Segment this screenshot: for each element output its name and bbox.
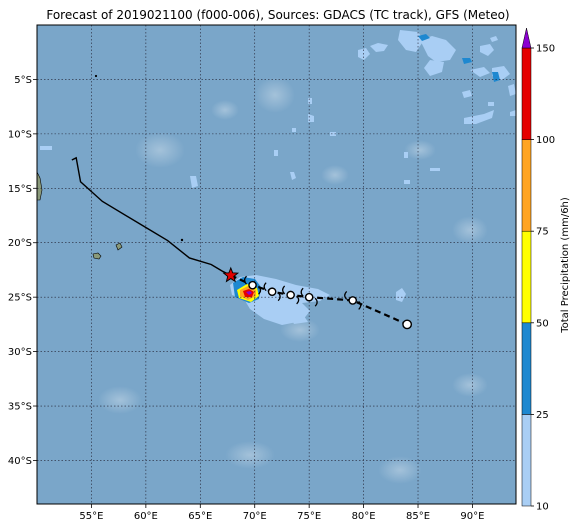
lat-tick-label: 15°S [8,184,32,195]
lon-tick-label: 85°E [406,511,430,522]
forecast-position-marker [402,319,413,330]
axis-tick-labels: 55°E 60°E 65°E 70°E 75°E 80°E 85°E 90°E 5°S 10°S 1… [8,75,485,522]
map-frame [36,24,517,505]
lat-tick-label: 35°S [8,402,32,413]
reunion-island [92,252,102,260]
heavy-precipitation [237,284,259,302]
lat-tick-label: 5°S [14,75,32,86]
colorbar-extend-arrow [521,27,532,49]
colorbar-segment [521,139,532,232]
forecast-position-marker [267,287,277,297]
past-track-line [71,156,232,277]
tromelin-island [94,74,98,78]
cyclone-symbol-arc [258,285,262,295]
colorbar-label: Total Precipitation (mm/6h) [560,197,571,334]
cyclone-symbol-arc [243,275,247,285]
cyclone-symbol-arc [358,301,362,310]
map-title: Forecast of 2019021100 (f000-006), Sourc… [46,8,510,22]
lon-tick-label: 65°E [188,511,212,522]
lon-tick-label: 70°E [243,511,267,522]
cyclone-symbol-arc [300,287,304,297]
colorbar-tick-label: 50 [536,318,549,329]
lon-tick-label: 55°E [79,511,103,522]
colorbar-tick-label: 100 [536,135,555,146]
cyclone-symbol-arc [282,285,286,295]
cloud-texture [98,77,488,484]
cyclone-symbol-arc [344,291,348,300]
land-masses [37,74,184,260]
colorbar-tick-label: 25 [536,410,549,421]
rodrigues-island [180,238,184,242]
colorbar-segment [521,322,532,415]
lat-tick-label: 40°S [8,456,32,467]
colorbar: 10 25 50 75 100 150 [521,27,555,513]
lon-tick-label: 80°E [352,511,376,522]
current-position-star-icon [222,266,240,283]
colorbar-segment [521,230,532,324]
lon-tick-label: 75°E [297,511,321,522]
mauritius-island [115,242,123,251]
colorbar-segment [521,47,532,140]
lat-tick-label: 25°S [8,293,32,304]
colorbar-segment [521,414,532,507]
cyclone-symbol-arc [277,292,281,302]
lat-tick-label: 10°S [8,129,32,140]
lon-tick-label: 60°E [134,511,158,522]
lat-tick-label: 30°S [8,347,32,358]
forecast-position-marker [286,290,295,300]
colorbar-tick-label: 75 [536,227,549,238]
lat-tick-label: 20°S [8,238,32,249]
cyclone-symbol-arc [296,295,300,305]
madagascar-coast [37,171,43,201]
colorbar-tick-label: 10 [536,502,549,513]
forecast-position-marker [248,280,257,290]
colorbar-tick-label: 150 [536,44,555,55]
grid-lines [37,25,516,504]
lon-tick-label: 90°E [460,511,484,522]
cyclone-symbol-arc [314,297,318,307]
forecast-position-marker [304,292,314,302]
forecast-position-marker [348,296,358,305]
cyclone-symbol-arc [263,282,267,292]
cyclone-track [71,156,413,330]
